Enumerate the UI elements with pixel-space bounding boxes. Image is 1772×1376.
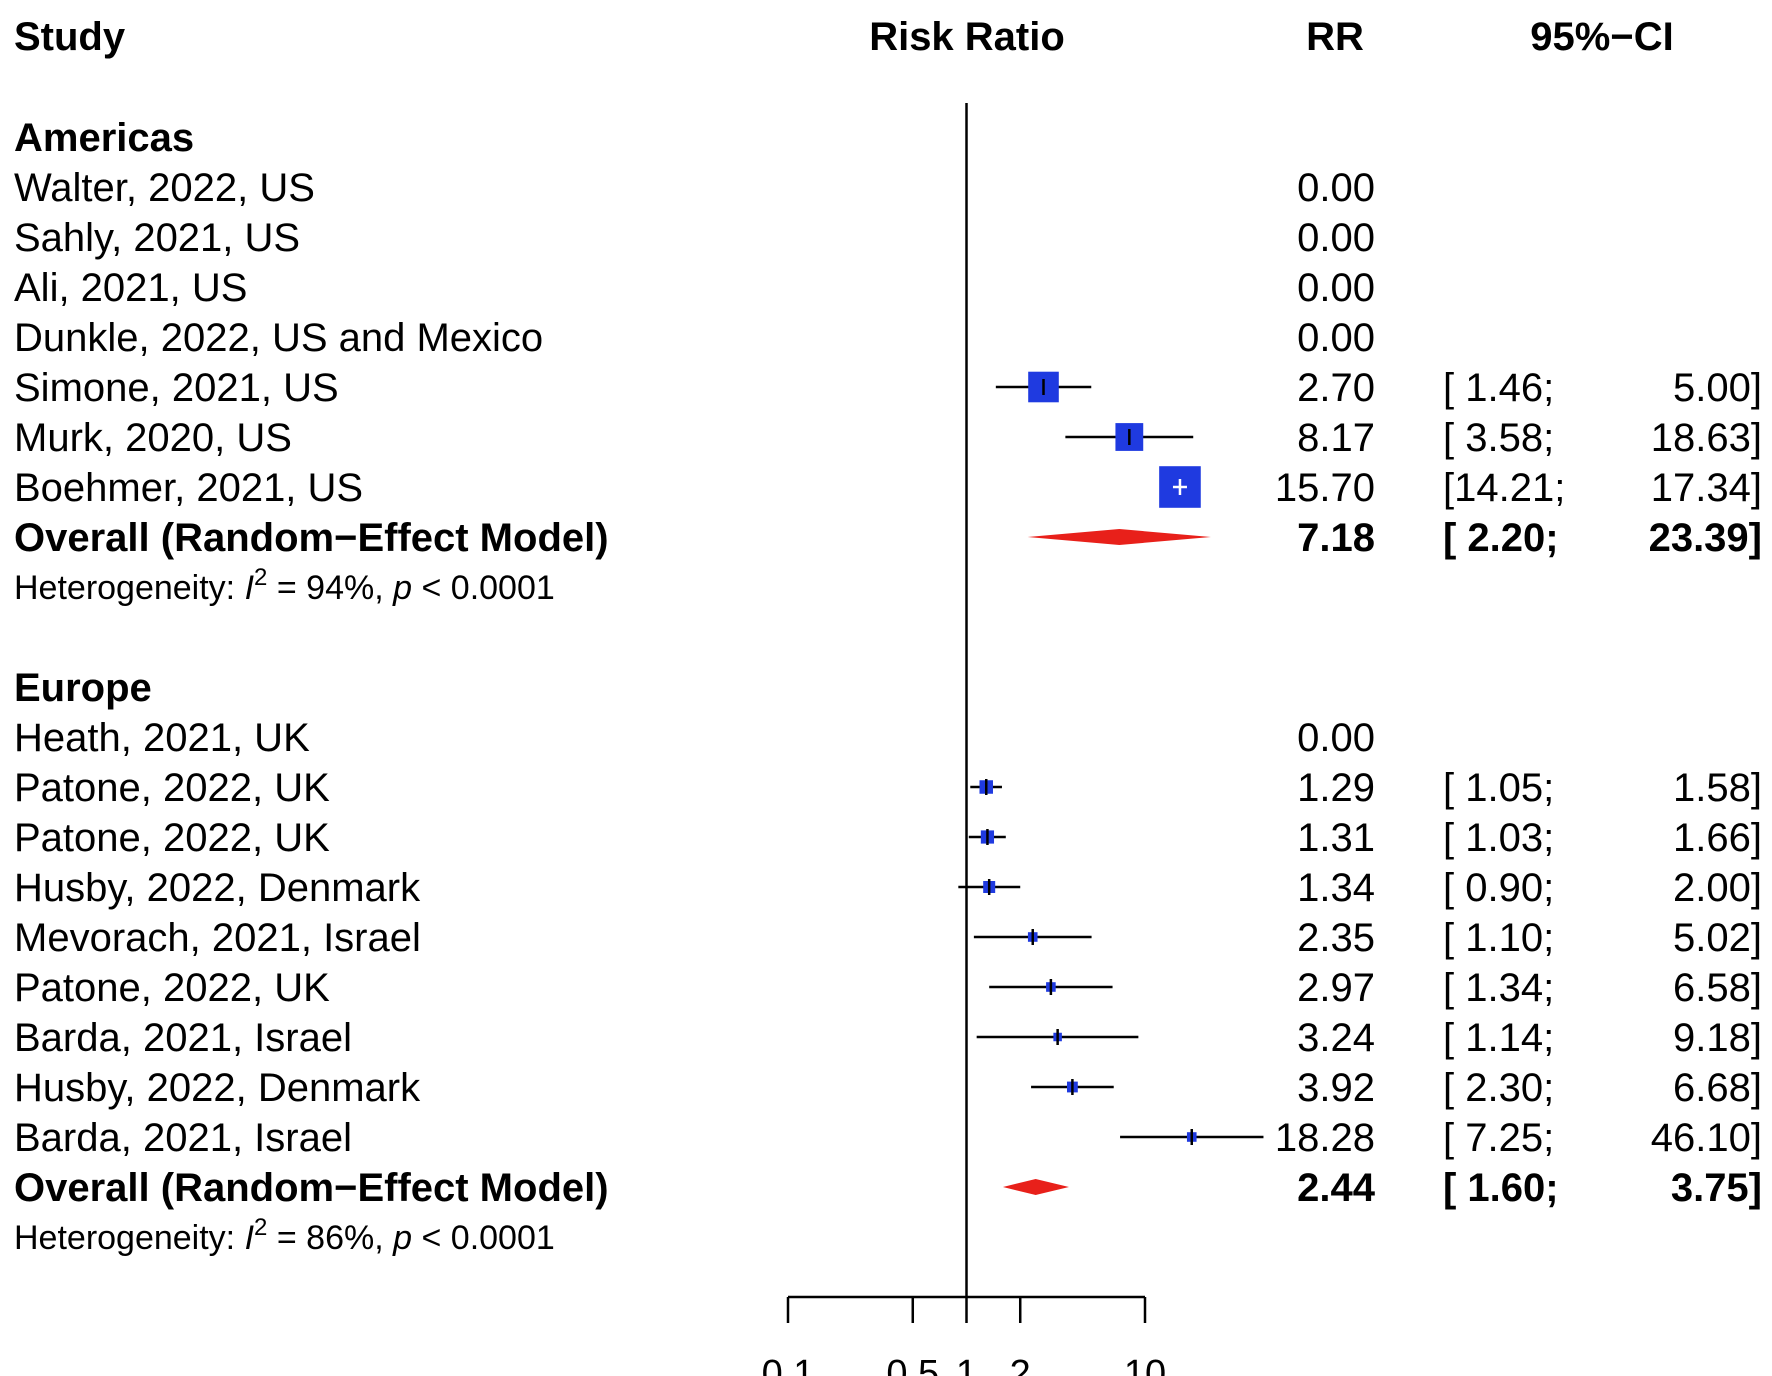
- heterogeneity-I-symbol: I: [245, 569, 255, 607]
- heterogeneity-p-symbol: p: [392, 1219, 412, 1257]
- study-ci-lower: [ 2.30;: [1443, 1066, 1554, 1110]
- heterogeneity-text: Heterogeneity: I2 = 86%, p < 0.0001: [14, 1214, 555, 1257]
- study-ci-upper: 2.00]: [1673, 866, 1762, 910]
- study-rr-value: 0.00: [1297, 166, 1375, 210]
- study-label: Husby, 2022, Denmark: [14, 1066, 421, 1110]
- study-rr-value: 3.92: [1297, 1066, 1375, 1110]
- study-label: Boehmer, 2021, US: [14, 466, 363, 510]
- study-label: Patone, 2022, UK: [14, 766, 330, 810]
- header-rr: RR: [1306, 15, 1364, 59]
- study-ci-lower: [ 1.05;: [1443, 766, 1554, 810]
- study-ci-lower: [ 1.03;: [1443, 816, 1554, 860]
- study-ci-lower: [ 3.58;: [1443, 416, 1554, 460]
- overall-label: Overall (Random−Effect Model): [14, 1166, 609, 1210]
- overall-ci-lower: [ 2.20;: [1443, 516, 1559, 560]
- study-label: Murk, 2020, US: [14, 416, 292, 460]
- overall-diamond: [1002, 1179, 1069, 1195]
- study-label: Husby, 2022, Denmark: [14, 866, 421, 910]
- study-ci-upper: 6.58]: [1673, 966, 1762, 1010]
- study-label: Simone, 2021, US: [14, 366, 339, 410]
- header-study: Study: [14, 15, 126, 59]
- study-rr-value: 1.34: [1297, 866, 1375, 910]
- heterogeneity-prefix: Heterogeneity:: [14, 1219, 245, 1257]
- overall-ci-lower: [ 1.60;: [1443, 1166, 1559, 1210]
- study-ci-upper: 5.02]: [1673, 916, 1762, 960]
- x-tick-label: 0.5: [886, 1353, 939, 1376]
- study-rr-value: 2.70: [1297, 366, 1375, 410]
- heterogeneity-p-rest: < 0.0001: [412, 569, 555, 607]
- study-label: Patone, 2022, UK: [14, 966, 330, 1010]
- heterogeneity-sup: 2: [254, 1214, 267, 1241]
- overall-rr-value: 2.44: [1297, 1166, 1376, 1210]
- study-ci-lower: [ 0.90;: [1443, 866, 1554, 910]
- study-ci-upper: 17.34]: [1651, 466, 1762, 510]
- plot-area: [958, 103, 1264, 1297]
- study-ci-upper: 6.68]: [1673, 1066, 1762, 1110]
- study-rr-value: 1.31: [1297, 816, 1375, 860]
- study-label: Heath, 2021, UK: [14, 716, 310, 760]
- study-ci-upper: 9.18]: [1673, 1016, 1762, 1060]
- x-tick-label: 2: [1010, 1353, 1031, 1376]
- overall-label: Overall (Random−Effect Model): [14, 516, 609, 560]
- header-ci: 95%−CI: [1530, 15, 1673, 59]
- study-ci-lower: [ 1.46;: [1443, 366, 1554, 410]
- header-risk-ratio: Risk Ratio: [869, 15, 1065, 59]
- study-label: Mevorach, 2021, Israel: [14, 916, 421, 960]
- study-rows: Americas Walter, 2022, US 0.00 Sahly, 2021,…: [14, 116, 1762, 1257]
- study-rr-value: 8.17: [1297, 416, 1375, 460]
- x-tick-label: 1: [956, 1353, 977, 1376]
- study-rr-value: 2.35: [1297, 916, 1375, 960]
- study-rr-value: 2.97: [1297, 966, 1375, 1010]
- heterogeneity-i2: = 86%,: [267, 1219, 393, 1257]
- study-rr-value: 0.00: [1297, 266, 1375, 310]
- study-label: Patone, 2022, UK: [14, 816, 330, 860]
- study-rr-value: 1.29: [1297, 766, 1375, 810]
- x-tick-label: 10: [1124, 1353, 1166, 1376]
- column-headers: Study Risk Ratio RR 95%−CI: [14, 15, 1674, 59]
- study-label: Barda, 2021, Israel: [14, 1016, 352, 1060]
- study-label: Dunkle, 2022, US and Mexico: [14, 316, 543, 360]
- heterogeneity-I-symbol: I: [245, 1219, 255, 1257]
- study-rr-value: 18.28: [1275, 1116, 1375, 1160]
- study-ci-lower: [ 1.14;: [1443, 1016, 1554, 1060]
- x-axis: 0.1 0.5 1 2 10: [762, 1295, 1166, 1376]
- heterogeneity-i2: = 94%,: [267, 569, 393, 607]
- study-label: Walter, 2022, US: [14, 166, 315, 210]
- study-ci-upper: 46.10]: [1651, 1116, 1762, 1160]
- heterogeneity-sup: 2: [254, 564, 267, 591]
- group-title: Europe: [14, 666, 152, 710]
- study-ci-lower: [ 1.10;: [1443, 916, 1554, 960]
- study-ci-upper: 18.63]: [1651, 416, 1762, 460]
- study-label: Barda, 2021, Israel: [14, 1116, 352, 1160]
- study-label: Ali, 2021, US: [14, 266, 247, 310]
- study-ci-upper: 1.58]: [1673, 766, 1762, 810]
- study-ci-lower: [14.21;: [1443, 466, 1565, 510]
- x-tick-label: 0.1: [762, 1353, 815, 1376]
- study-label: Sahly, 2021, US: [14, 216, 300, 260]
- heterogeneity-prefix: Heterogeneity:: [14, 569, 245, 607]
- study-rr-value: 3.24: [1297, 1016, 1375, 1060]
- study-ci-upper: 5.00]: [1673, 366, 1762, 410]
- overall-ci-upper: 3.75]: [1671, 1166, 1762, 1210]
- study-ci-lower: [ 7.25;: [1443, 1116, 1554, 1160]
- heterogeneity-text: Heterogeneity: I2 = 94%, p < 0.0001: [14, 564, 555, 607]
- study-rr-value: 0.00: [1297, 316, 1375, 360]
- group-title: Americas: [14, 116, 194, 160]
- study-ci-upper: 1.66]: [1673, 816, 1762, 860]
- study-rr-value: 0.00: [1297, 216, 1375, 260]
- overall-diamond: [1027, 529, 1211, 545]
- heterogeneity-p-symbol: p: [392, 569, 412, 607]
- study-rr-value: 15.70: [1275, 466, 1375, 510]
- overall-ci-upper: 23.39]: [1649, 516, 1762, 560]
- study-rr-value: 0.00: [1297, 716, 1375, 760]
- heterogeneity-p-rest: < 0.0001: [412, 1219, 555, 1257]
- study-ci-lower: [ 1.34;: [1443, 966, 1554, 1010]
- overall-rr-value: 7.18: [1297, 516, 1375, 560]
